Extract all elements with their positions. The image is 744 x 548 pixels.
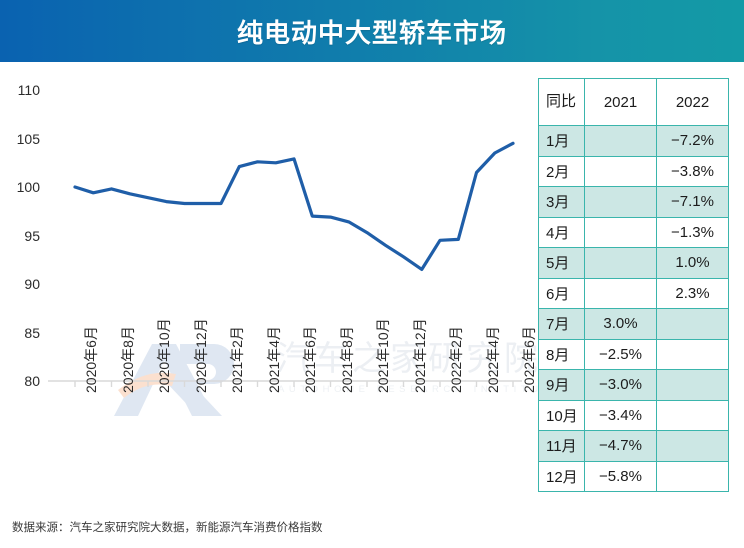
table-cell-2022: −7.1% <box>656 186 729 218</box>
table-cell-month: 4月 <box>538 216 585 248</box>
table-cell-2022 <box>656 338 729 370</box>
y-axis-tick-label: 85 <box>24 324 40 341</box>
x-axis-tick-label: 2021年8月 <box>338 326 355 393</box>
table-cell-2021 <box>584 216 657 248</box>
table-cell-month: 11月 <box>538 430 585 462</box>
table-body: 1月 −7.2% 2月 −3.8% 3月 −7.1% 4月 −1.3% 5月 1.0% 6月 2.3%… <box>538 125 729 492</box>
table-row: 6月 2.3% <box>538 277 729 309</box>
table-cell-month: 3月 <box>538 186 585 218</box>
table-cell-2022 <box>656 369 729 401</box>
table-header-2021: 2021 <box>584 78 657 126</box>
x-axis-tick-label: 2021年12月 <box>411 318 428 393</box>
y-axis-tick-label: 100 <box>16 179 40 195</box>
x-axis-tick-label: 2021年10月 <box>375 318 391 393</box>
x-axis-ticks <box>74 381 514 387</box>
table-cell-2021 <box>584 155 657 187</box>
table-header-2022: 2022 <box>656 78 729 126</box>
table-header-row: 同比 2021 2022 <box>538 78 729 126</box>
table-cell-2021: −3.4% <box>584 399 657 431</box>
x-axis-tick-label: 2020年10月 <box>156 318 172 393</box>
table-cell-month: 8月 <box>538 338 585 370</box>
table-row: 10月 −3.4% <box>538 399 729 431</box>
x-axis-tick-label: 2021年4月 <box>265 326 282 393</box>
table-cell-2021: −5.8% <box>584 460 657 492</box>
y-axis-tick-label: 110 <box>17 82 40 98</box>
page-title: 纯电动中大型轿车市场 <box>236 17 507 48</box>
table-row: 12月 −5.8% <box>538 460 729 492</box>
table-row: 9月 −3.0% <box>538 369 729 401</box>
table-cell-2022: −3.8% <box>656 155 729 187</box>
table-cell-2021: −4.7% <box>584 430 657 462</box>
table-cell-2022: −7.2% <box>656 125 729 157</box>
table-row: 7月 3.0% <box>538 308 729 340</box>
yoy-table: 同比 2021 2022 1月 −7.2% 2月 −3.8% 3月 −7.1% 4月 −1.3… <box>538 78 729 492</box>
table-row: 2月 −3.8% <box>538 155 729 187</box>
y-axis-tick-label: 95 <box>24 227 40 244</box>
x-axis-tick-label: 2022年4月 <box>484 326 501 393</box>
table-cell-2021: −2.5% <box>584 338 657 370</box>
table-cell-2022: −1.3% <box>656 216 729 248</box>
table-row: 1月 −7.2% <box>538 125 729 157</box>
x-axis-tick-label: 2022年6月 <box>521 326 537 393</box>
table-cell-month: 7月 <box>538 308 585 340</box>
line-chart <box>48 141 522 387</box>
y-axis-tick-label: 80 <box>24 373 40 389</box>
table-cell-month: 6月 <box>538 277 585 309</box>
y-axis-tick-label: 105 <box>16 130 40 147</box>
x-axis-tick-label: 2020年8月 <box>119 326 136 393</box>
table-row: 8月 −2.5% <box>538 338 729 370</box>
table-cell-month: 10月 <box>538 399 585 431</box>
x-axis-tick-label: 2022年2月 <box>448 326 464 393</box>
table-row: 4月 −1.3% <box>538 216 729 248</box>
title-banner: 纯电动中大型轿车市场 <box>0 0 744 62</box>
table-cell-month: 5月 <box>538 247 585 279</box>
x-axis-tick-label: 2021年6月 <box>302 326 318 393</box>
table-cell-month: 9月 <box>538 369 585 401</box>
x-axis-tick-label: 2020年12月 <box>192 318 209 393</box>
chart-panel: 汽车之家研究院 AUTOHOME RESEARCH INSTITUTE 80 85… <box>0 62 559 502</box>
table-cell-2021: −3.0% <box>584 369 657 401</box>
table-cell-month: 1月 <box>538 125 585 157</box>
table-cell-2022: 1.0% <box>656 247 729 279</box>
table-cell-2022 <box>656 399 729 431</box>
table-row: 11月 −4.7% <box>538 430 729 462</box>
source-note: 数据来源：汽车之家研究院大数据，新能源汽车消费价格指数 <box>12 522 323 534</box>
table-cell-2021 <box>584 247 657 279</box>
table-cell-2021: 3.0% <box>584 308 657 340</box>
x-axis-tick-label: 2020年6月 <box>83 326 99 393</box>
table-cell-2021 <box>584 125 657 157</box>
table-cell-2022 <box>656 460 729 492</box>
table-row: 5月 1.0% <box>538 247 729 279</box>
y-axis-tick-label: 90 <box>24 276 40 292</box>
table-row: 3月 −7.1% <box>538 186 729 218</box>
x-axis-tick-label: 2021年2月 <box>229 326 245 393</box>
table-cell-2021 <box>584 277 657 309</box>
table-cell-month: 12月 <box>538 460 585 492</box>
series-line-price-index <box>73 141 515 271</box>
table-cell-2022 <box>656 430 729 462</box>
table-cell-2022: 2.3% <box>656 277 729 309</box>
table-cell-2021 <box>584 186 657 218</box>
table-cell-month: 2月 <box>538 155 585 187</box>
table-header-yoy: 同比 <box>538 78 585 126</box>
table-cell-2022 <box>656 308 729 340</box>
